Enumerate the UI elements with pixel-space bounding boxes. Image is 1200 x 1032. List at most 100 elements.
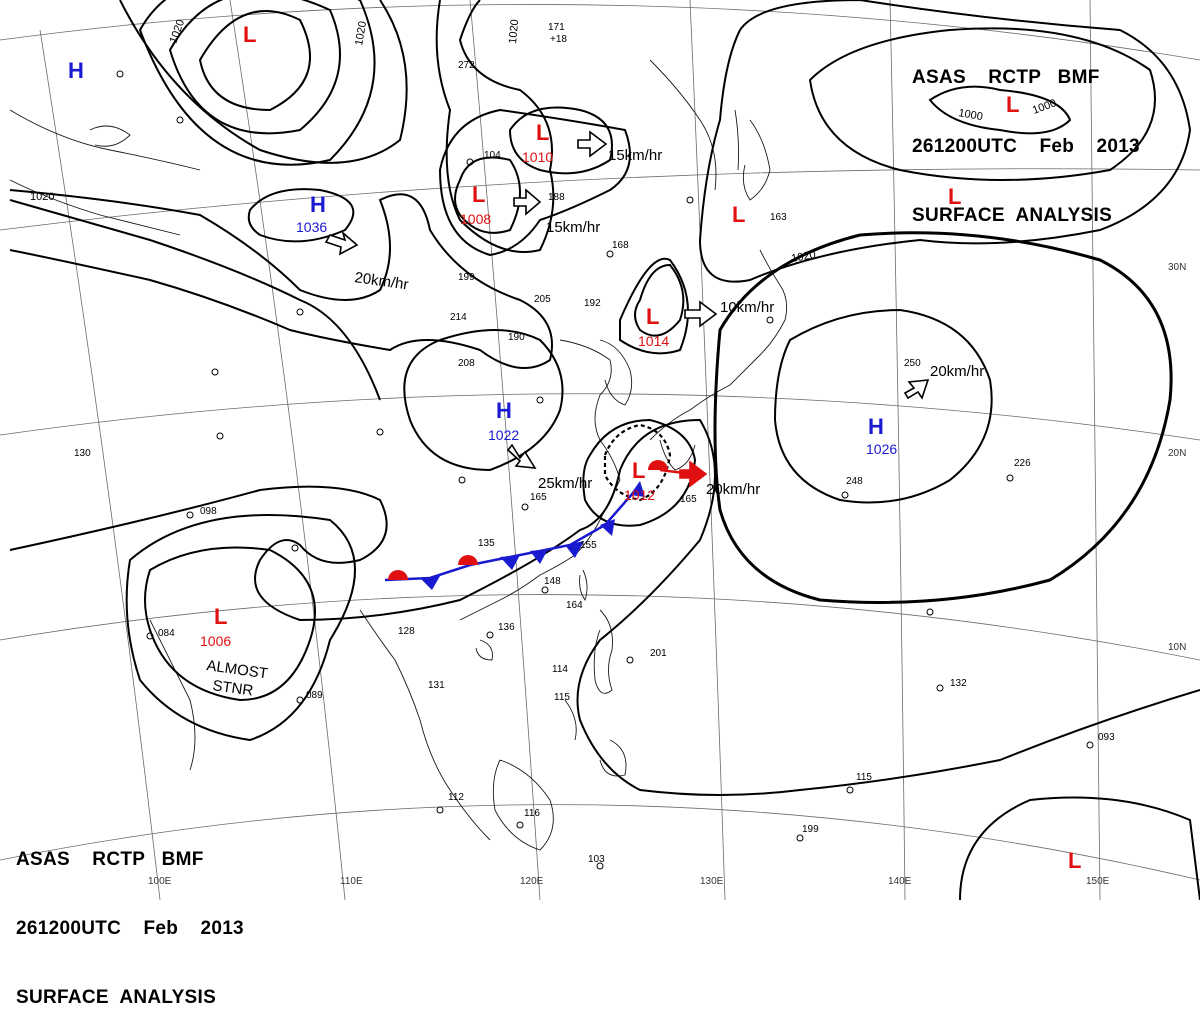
motion-1026-label: 20km/hr [930, 363, 984, 380]
warm-front-bump-3 [648, 460, 668, 470]
arrow-1022 [506, 443, 537, 469]
coast-hokkaido [742, 119, 771, 201]
isobar-1008-outer [438, 108, 631, 257]
station-value: 201 [650, 648, 667, 659]
isobar-east-inner [808, 27, 1156, 181]
coastlines [9, 59, 788, 851]
isobar-east-outer [698, 0, 1192, 283]
station-value: 148 [544, 576, 561, 587]
isobar-north-trough [435, 0, 555, 253]
isobar-1014 [634, 263, 685, 337]
station-circle [296, 696, 304, 704]
graticule [0, 0, 1200, 900]
coast-sakhalin [734, 109, 740, 171]
station-value: 248 [846, 476, 863, 487]
coast-palawan [564, 699, 577, 741]
surface-analysis-map: 171 +18 272 104 188 192 205 199 214 190 … [0, 0, 1200, 900]
front-system [384, 460, 701, 590]
station-value: 190 [508, 332, 525, 343]
high-1026-value: 1026 [866, 441, 897, 457]
isobar-low-north-2 [168, 0, 341, 135]
isobars [9, 0, 1200, 900]
low-1010-value: 1010 [522, 149, 553, 165]
meridian-140e [889, 0, 906, 900]
header-top-right: ASAS RCTP BMF 261200UTC Feb 2013 SURFACE… [912, 20, 1140, 250]
isobar-1012-inner [603, 423, 672, 502]
high-1022-value: 1022 [488, 427, 519, 443]
low-1006-symbol: L [214, 604, 227, 629]
station-value: 272 [458, 60, 475, 71]
low-north-1-symbol: L [243, 22, 256, 47]
station-value: 115 [554, 692, 570, 703]
station-value: 131 [428, 680, 445, 691]
arrow-1012 [679, 460, 708, 488]
isobar-label: 1020 [790, 249, 816, 265]
arrow-1010 [577, 130, 608, 158]
station-circle [926, 608, 934, 616]
high-northwest-symbol: H [68, 58, 84, 83]
low-1014-value: 1014 [638, 333, 669, 349]
station-value: 132 [950, 678, 967, 689]
low-1006-value: 1006 [200, 633, 231, 649]
isobar-1020-east [713, 231, 1173, 604]
header-agency: ASAS RCTP BMF [16, 849, 204, 870]
coast-mindanao [599, 739, 627, 777]
high-1036-value: 1036 [296, 219, 327, 235]
arrow-1014 [684, 300, 718, 328]
station-value: 130 [74, 448, 91, 459]
station-value: 205 [534, 294, 551, 305]
station-circle [521, 503, 529, 511]
station-circle [146, 632, 154, 640]
coast-south-asia [149, 619, 196, 771]
station-value: 155 [580, 540, 597, 551]
isobar-1006 [144, 546, 316, 702]
station-value: 208 [458, 358, 475, 369]
lon-label: 140E [888, 876, 912, 887]
station-value: 104 [484, 150, 501, 161]
station-value: 188 [548, 192, 565, 203]
header-time: 261200UTC Feb 2013 [16, 918, 244, 939]
coast-hainan [475, 639, 493, 661]
arrow-1026 [903, 379, 930, 400]
isobar-1036 [247, 188, 355, 243]
warm-front-bump-1 [388, 570, 408, 580]
cold-front-tri-5 [600, 519, 615, 536]
low-1008-symbol: L [472, 182, 485, 207]
station-value: 168 [612, 240, 629, 251]
station-circle [458, 476, 466, 484]
station-glyphs [116, 70, 1094, 870]
low-northeast-1-symbol: L [1006, 92, 1019, 117]
lat-label: 30N [1168, 262, 1186, 273]
cold-front-tri-4 [565, 541, 584, 558]
isobar-1010 [508, 106, 613, 175]
high-1026-symbol: H [868, 414, 884, 439]
station-circle [626, 656, 634, 664]
isobar-1014-outer [619, 257, 689, 355]
station-circle [606, 250, 614, 258]
station-value: 164 [566, 600, 583, 611]
low-east-symbol: L [732, 202, 745, 227]
isobar-label: 1020 [30, 191, 54, 203]
cold-front-tri-2 [500, 555, 520, 570]
isobar-southeast-low [959, 796, 1200, 900]
isobar-low-north-3 [138, 0, 376, 166]
meridian-130e [689, 0, 726, 900]
parallel-30n [0, 168, 1200, 231]
station-circle [1006, 474, 1014, 482]
cold-front-tri-3 [530, 549, 548, 564]
low-southeast-symbol: L [1068, 848, 1081, 873]
station-value: 116 [524, 808, 540, 819]
isobar-1026 [773, 308, 993, 504]
station-circle [376, 428, 384, 436]
stationary-note-line2: STNR [211, 677, 254, 700]
lon-label: 130E [700, 876, 724, 887]
meridian-110e [229, 0, 346, 900]
cold-front-tri-1 [420, 576, 440, 590]
station-circle [766, 316, 774, 324]
station-circle [176, 116, 184, 124]
isobar-1020-north [119, 0, 408, 164]
isobar-1012-outer [582, 418, 697, 527]
station-circle [596, 862, 604, 870]
low-1010-symbol: L [536, 120, 549, 145]
parallel-0 [0, 804, 1200, 881]
